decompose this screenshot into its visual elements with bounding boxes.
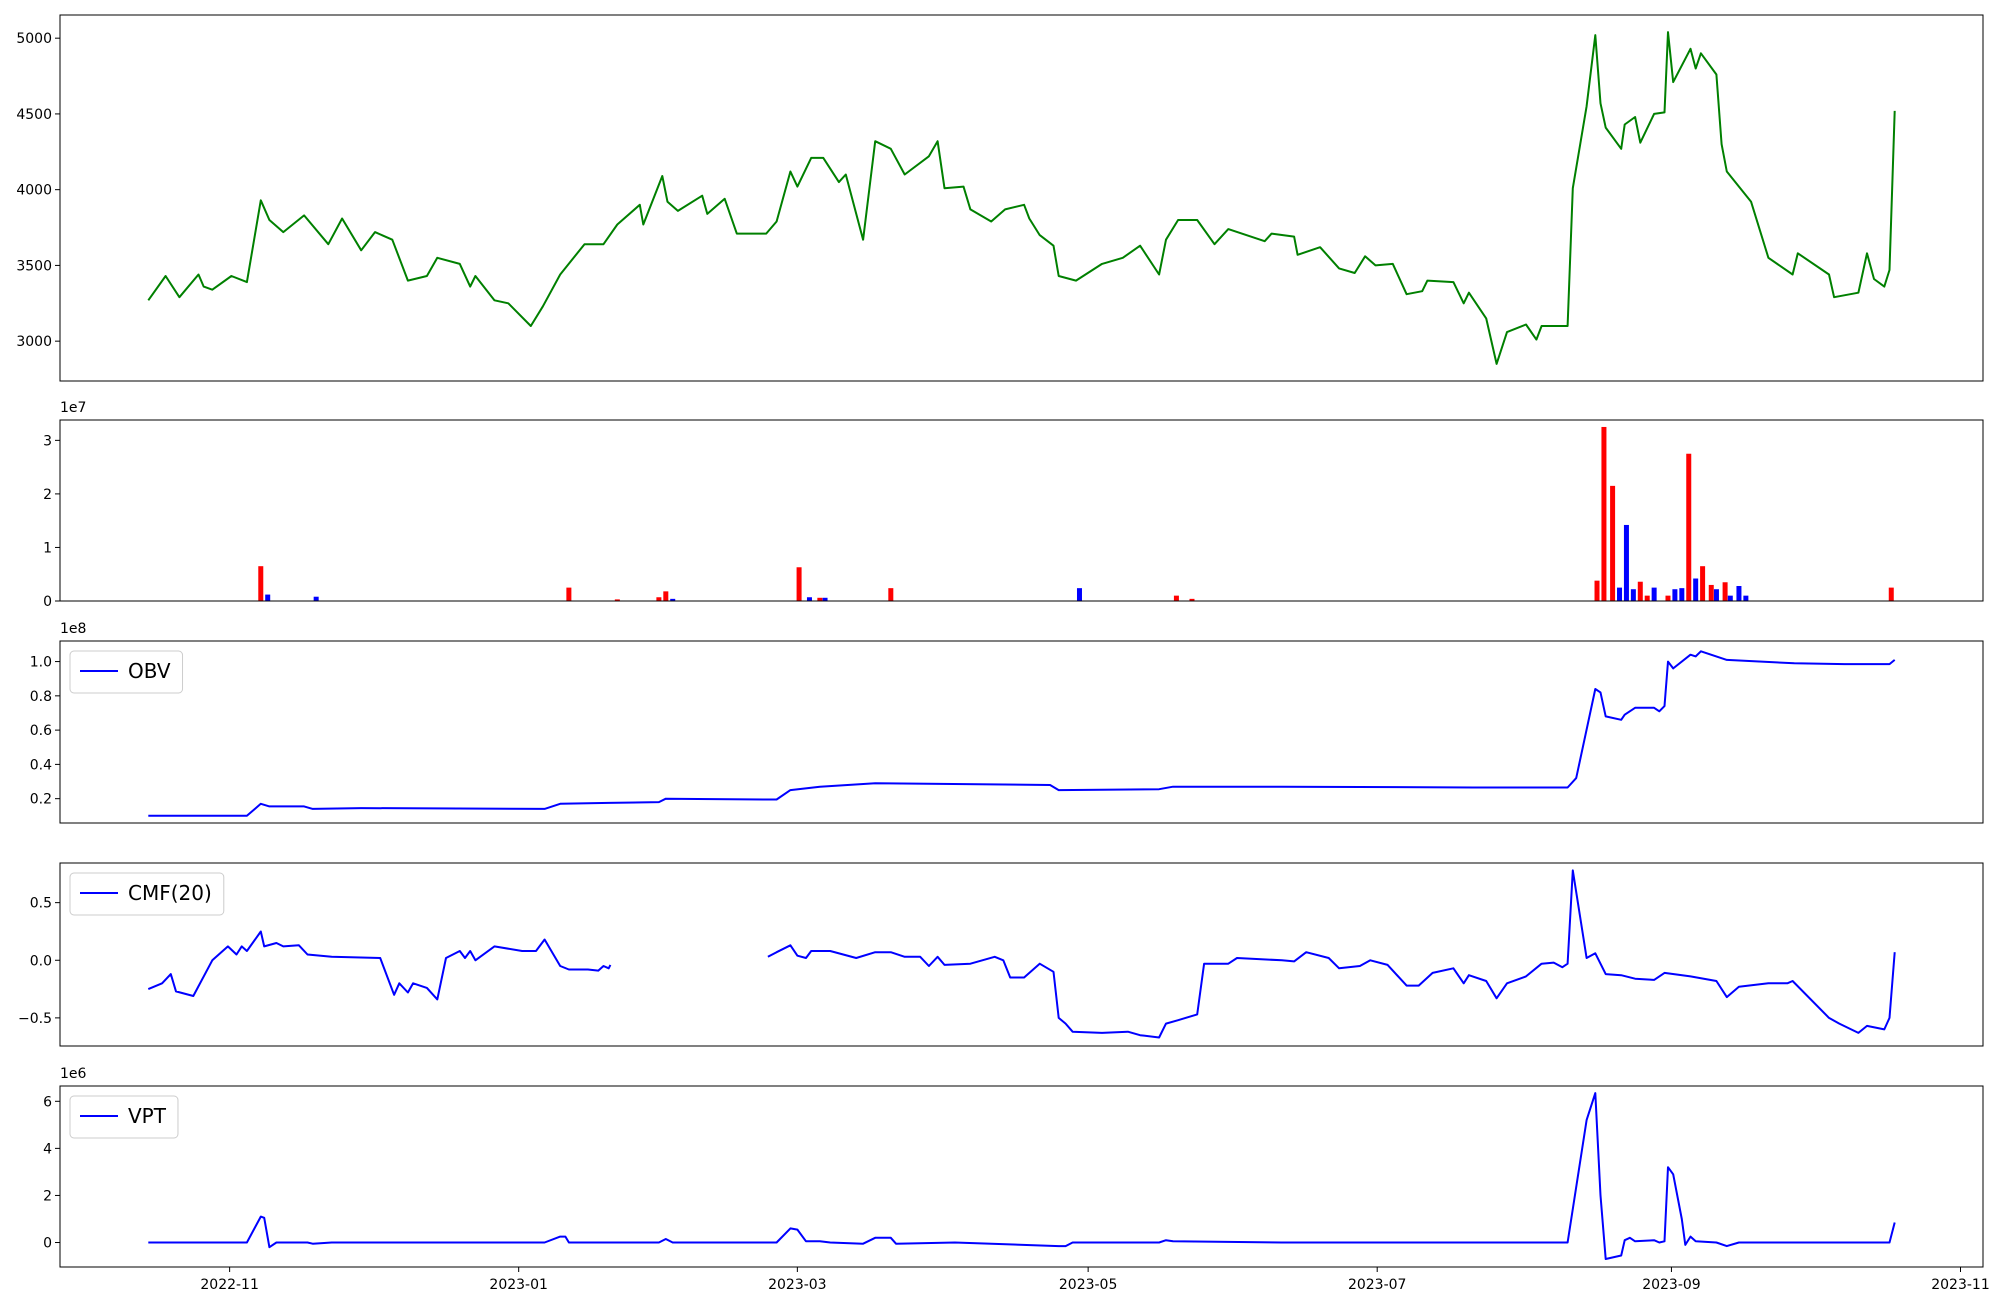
volume-bar — [1610, 485, 1616, 601]
y-tick-label: 3500 — [16, 258, 52, 274]
volume-bar — [265, 594, 271, 601]
x-tick-label: 2023-03 — [768, 1277, 827, 1293]
legend-label: VPT — [128, 1104, 167, 1128]
volume-bar — [656, 597, 662, 601]
x-tick-label: 2023-11 — [1931, 1277, 1990, 1293]
y-tick-label: 0.4 — [30, 757, 52, 773]
y-tick-label: 4 — [43, 1141, 52, 1157]
y-tick-label: 1.0 — [30, 655, 52, 671]
axes-frame — [59, 14, 1984, 382]
volume-bar — [1173, 595, 1179, 601]
x-tick-label: 2022-11 — [200, 1277, 259, 1293]
volume-bar — [1630, 589, 1636, 601]
volume-bar — [1637, 581, 1643, 601]
volume-bar — [663, 591, 669, 601]
legend-box — [69, 1095, 179, 1139]
volume-bar — [1708, 584, 1714, 601]
x-tick-label: 2023-05 — [1059, 1277, 1118, 1293]
y-tick-label: 0.8 — [30, 689, 52, 705]
volume-bar — [1693, 578, 1699, 601]
volume-bar — [1623, 524, 1629, 601]
x-tick-label: 2023-07 — [1348, 1277, 1407, 1293]
offset-text: 1e6 — [60, 1066, 87, 1082]
x-tick-label: 2023-01 — [489, 1277, 548, 1293]
legend-box — [69, 650, 184, 694]
y-tick-label: 0.5 — [30, 896, 52, 912]
volume-bar — [258, 566, 264, 601]
series-line — [148, 650, 1896, 817]
y-tick-label: 3 — [43, 433, 52, 449]
series-line — [147, 869, 1896, 1039]
volume-bar — [1665, 595, 1671, 601]
volume-bar — [1594, 580, 1600, 601]
volume-bar — [817, 597, 823, 601]
y-tick-label: 3000 — [16, 334, 52, 350]
volume-bar — [806, 597, 812, 601]
y-tick-label: 2 — [43, 1188, 52, 1204]
volume-bar — [1888, 587, 1894, 601]
y-tick-label: 1 — [43, 540, 52, 556]
volume-bar — [1679, 588, 1685, 601]
axes-frame — [59, 1085, 1984, 1268]
axes-frame — [59, 419, 1984, 602]
volume-bar — [1601, 426, 1607, 601]
volume-bar — [1189, 598, 1195, 601]
volume-bar — [1743, 595, 1749, 601]
y-tick-label: 0.6 — [30, 723, 52, 739]
legend-label: OBV — [128, 659, 171, 683]
axes-frame — [59, 862, 1984, 1047]
offset-text: 1e7 — [60, 400, 86, 416]
legend-label: CMF(20) — [128, 881, 212, 905]
volume-bar — [1672, 589, 1678, 601]
y-tick-label: 5000 — [16, 31, 52, 47]
y-tick-label: −0.5 — [18, 1011, 52, 1027]
volume-bar — [1644, 595, 1650, 601]
volume-bar — [670, 598, 676, 601]
volume-bar — [1617, 587, 1623, 601]
y-tick-label: 4000 — [16, 183, 52, 199]
y-tick-label: 0.2 — [30, 792, 52, 808]
volume-bar — [1722, 582, 1728, 601]
y-tick-label: 0.0 — [30, 953, 52, 969]
volume-bar — [1736, 586, 1742, 601]
volume-bar — [566, 587, 572, 601]
volume-bar — [313, 596, 319, 601]
y-tick-label: 2 — [43, 487, 52, 503]
series-line — [147, 31, 1896, 365]
volume-bar — [1686, 453, 1692, 601]
series-line — [148, 1092, 1896, 1260]
x-tick-label: 2023-09 — [1642, 1277, 1701, 1293]
axes-frame — [59, 640, 1984, 824]
volume-bar — [1700, 566, 1706, 601]
volume-bar — [1651, 587, 1657, 601]
volume-bar — [796, 567, 802, 601]
volume-bar — [822, 597, 828, 601]
y-tick-label: 0 — [43, 594, 52, 610]
y-tick-label: 4500 — [16, 107, 52, 123]
volume-bar — [888, 588, 894, 601]
y-tick-label: 0 — [43, 1236, 52, 1252]
volume-bar — [1076, 588, 1082, 601]
offset-text: 1e8 — [60, 621, 86, 637]
legend-box — [69, 872, 225, 916]
volume-bar — [614, 599, 620, 601]
y-tick-label: 6 — [43, 1094, 52, 1110]
volume-bar — [1713, 589, 1719, 601]
volume-bar — [1727, 595, 1733, 601]
